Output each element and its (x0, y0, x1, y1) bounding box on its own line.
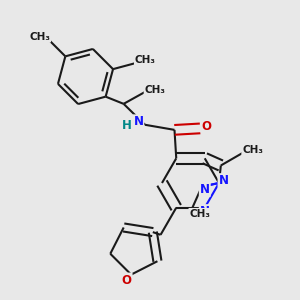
Text: N: N (200, 183, 210, 196)
Text: N: N (218, 174, 229, 187)
Text: N: N (200, 205, 210, 218)
Text: CH₃: CH₃ (145, 85, 166, 95)
Text: CH₃: CH₃ (29, 32, 50, 42)
Text: CH₃: CH₃ (135, 55, 156, 65)
Text: CH₃: CH₃ (242, 146, 263, 155)
Text: N: N (134, 115, 143, 128)
Text: H: H (122, 119, 131, 132)
Text: CH₃: CH₃ (189, 209, 210, 219)
Text: O: O (122, 274, 132, 286)
Text: O: O (202, 119, 212, 133)
